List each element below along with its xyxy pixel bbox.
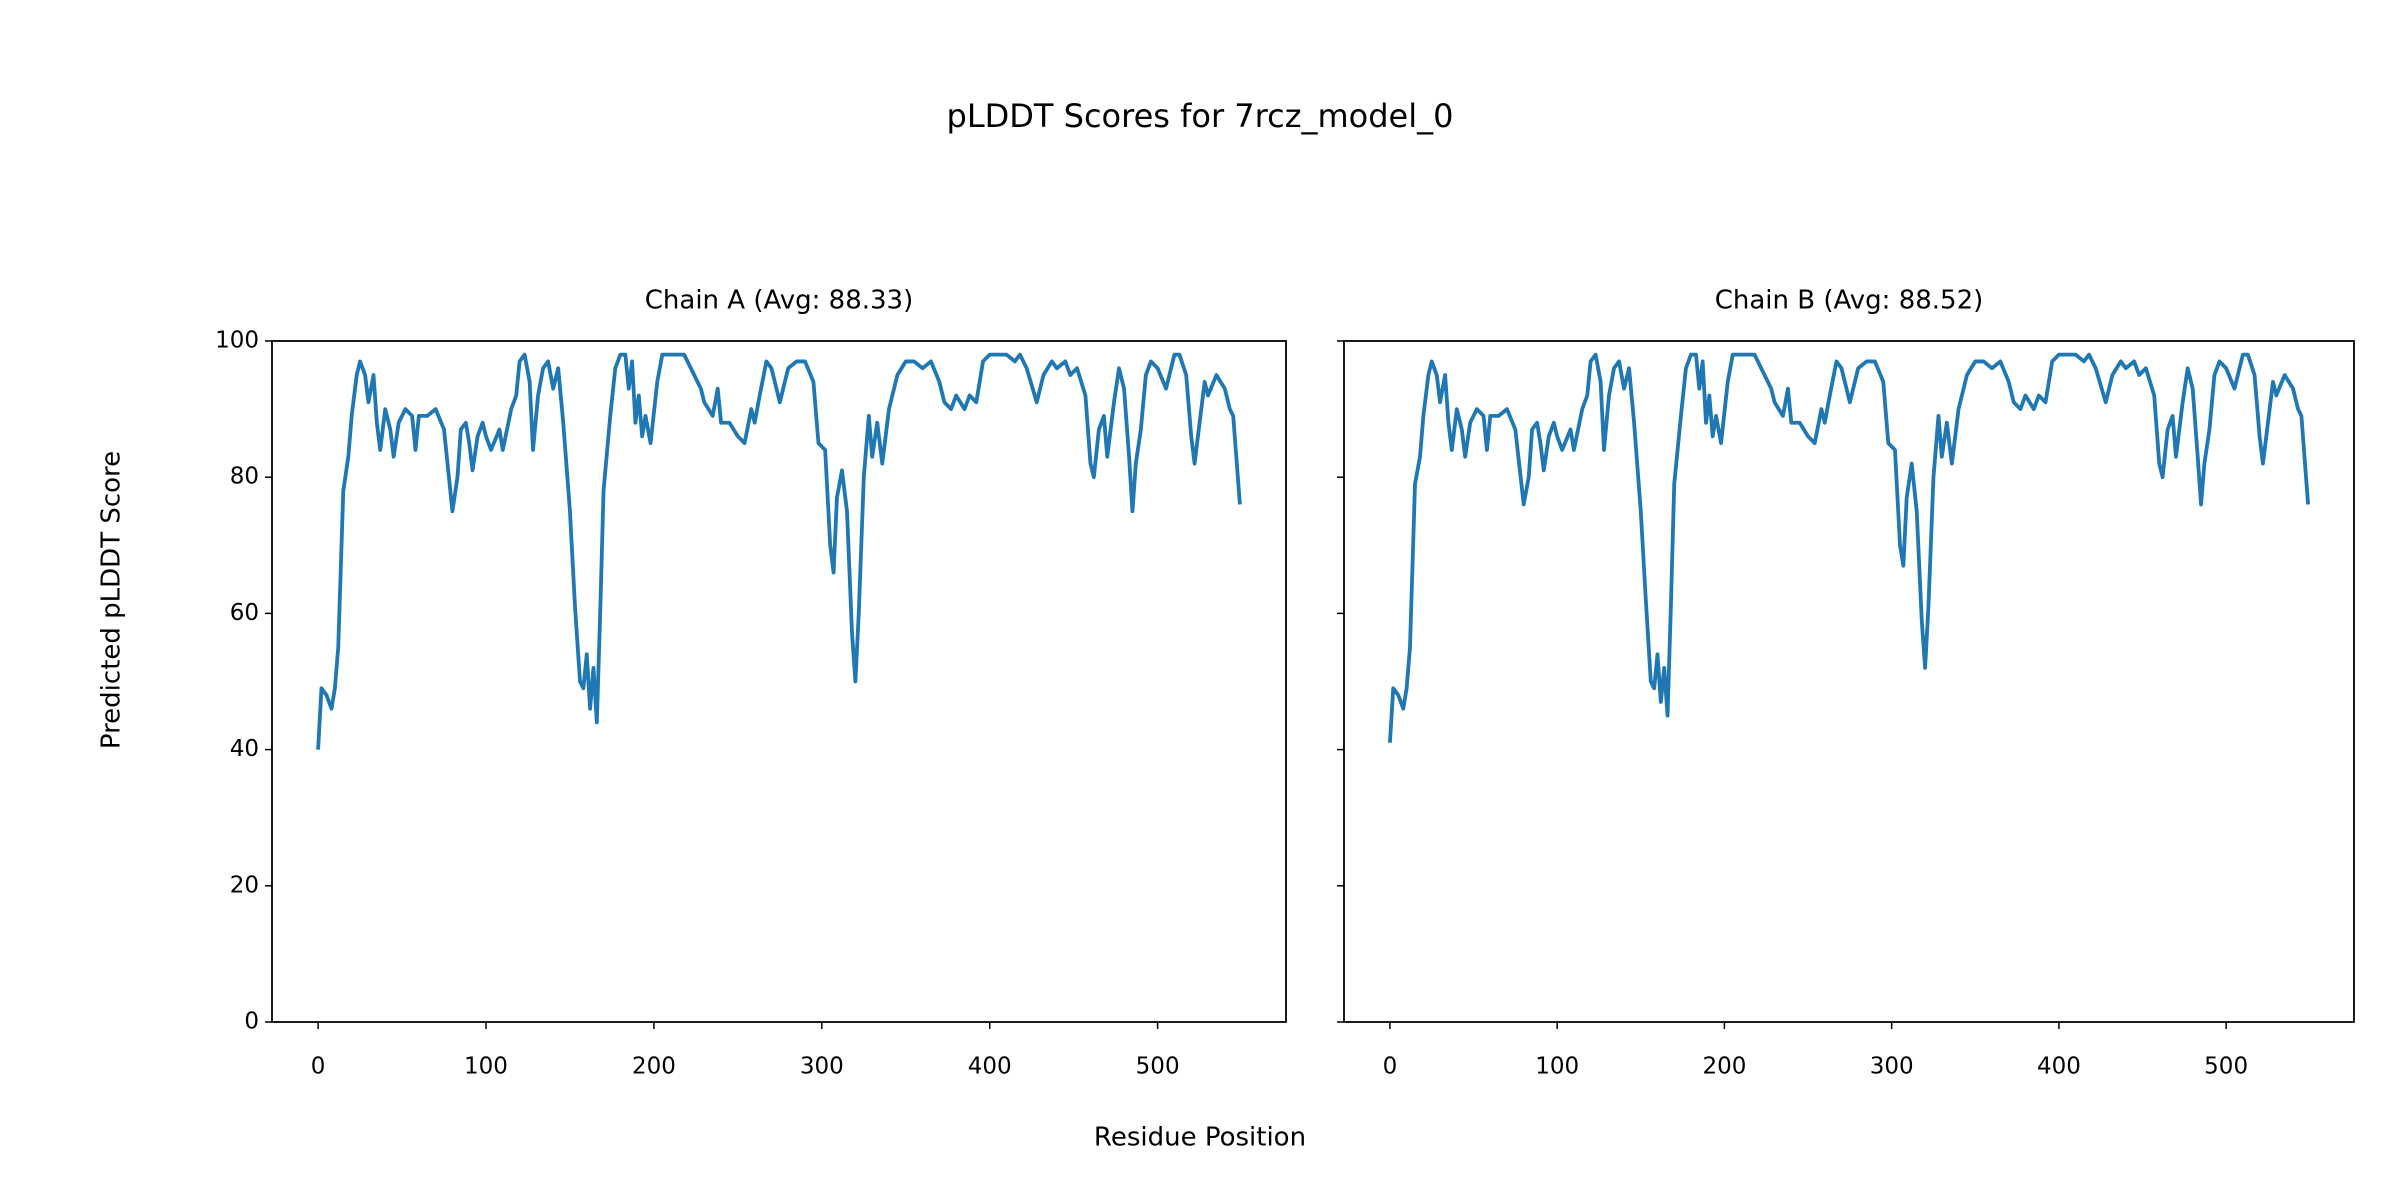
x-tick-label: 100 bbox=[464, 1054, 508, 1080]
subplot-title: Chain A (Avg: 88.33) bbox=[645, 286, 913, 316]
data-line bbox=[316, 352, 1242, 750]
x-tick-label: 200 bbox=[632, 1054, 676, 1080]
x-tick-label: 400 bbox=[2037, 1054, 2081, 1080]
x-tick-label: 200 bbox=[1702, 1054, 1746, 1080]
figure-title: pLDDT Scores for 7rcz_model_0 bbox=[947, 97, 1454, 135]
axes-frame bbox=[271, 340, 1287, 1023]
x-tick-label: 0 bbox=[1383, 1054, 1398, 1080]
y-tick-label: 60 bbox=[230, 600, 259, 626]
y-tick-label: 80 bbox=[230, 464, 259, 490]
y-tick-label: 0 bbox=[244, 1009, 259, 1035]
subplot-title: Chain B (Avg: 88.52) bbox=[1715, 286, 1984, 316]
y-tick-label: 20 bbox=[230, 872, 259, 898]
axes-frame bbox=[1343, 340, 2355, 1023]
x-tick-label: 500 bbox=[1136, 1054, 1180, 1080]
x-tick-label: 100 bbox=[1535, 1054, 1579, 1080]
x-tick-label: 500 bbox=[2204, 1054, 2248, 1080]
x-axis-label: Residue Position bbox=[1094, 1123, 1306, 1153]
x-tick-label: 400 bbox=[968, 1054, 1012, 1080]
y-tick-label: 40 bbox=[230, 736, 259, 762]
data-line bbox=[1388, 352, 2310, 743]
y-tick-label: 100 bbox=[215, 328, 259, 354]
x-tick-label: 0 bbox=[311, 1054, 326, 1080]
y-axis-label: Predicted pLDDT Score bbox=[97, 451, 127, 749]
x-tick-label: 300 bbox=[1870, 1054, 1914, 1080]
x-tick-label: 300 bbox=[800, 1054, 844, 1080]
